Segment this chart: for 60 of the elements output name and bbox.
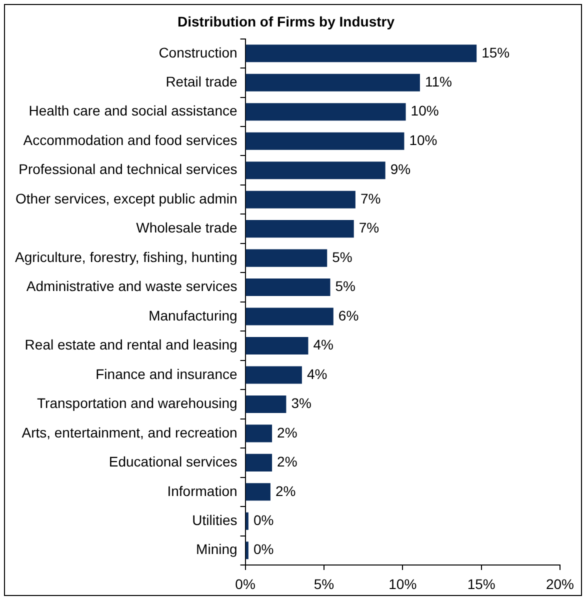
bar: [246, 308, 334, 326]
bar: [246, 162, 386, 180]
bar: [246, 74, 420, 92]
data-label: 4%: [306, 366, 328, 382]
bar: [246, 395, 286, 413]
y-tick-label: Health care and social assistance: [28, 102, 238, 119]
y-tick-label: Mining: [196, 541, 238, 558]
bar: [246, 512, 248, 530]
data-label: 5%: [335, 278, 356, 294]
data-label: 6%: [338, 307, 359, 324]
x-tick-label: 5%: [314, 576, 334, 592]
y-tick-label: Finance and insurance: [96, 366, 238, 382]
x-tick-label: 20%: [546, 576, 574, 592]
data-label: 10%: [409, 132, 438, 148]
bar: [246, 44, 477, 62]
y-tick-label: Agriculture, forestry, fishing, hunting: [14, 248, 238, 265]
data-label: 2%: [275, 482, 296, 499]
bar: [246, 278, 330, 296]
y-tick-label: Professional and technical services: [18, 161, 238, 178]
y-tick-label: Wholesale trade: [136, 220, 238, 236]
bar: [246, 132, 404, 150]
bar: [246, 190, 356, 208]
y-tick-label: Administrative and waste services: [26, 278, 238, 294]
data-label: 10%: [410, 102, 439, 119]
bar: [246, 249, 328, 267]
data-label: 4%: [313, 336, 334, 353]
y-tick-label: Construction: [158, 44, 238, 60]
y-tick-label: Information: [167, 482, 238, 499]
x-tick-label: 15%: [467, 576, 496, 592]
x-tick-label: 0%: [235, 576, 256, 592]
data-label: 7%: [358, 220, 380, 236]
y-tick-label: Utilities: [192, 512, 238, 528]
bar: [246, 424, 272, 442]
bar: [246, 336, 308, 355]
bar: [246, 542, 248, 560]
data-label: 11%: [424, 74, 452, 90]
y-tick-label: Educational services: [108, 454, 238, 470]
data-label: 9%: [390, 161, 411, 178]
data-label: 2%: [277, 454, 298, 470]
bar: [246, 483, 270, 501]
data-label: 2%: [277, 424, 298, 440]
bar: [246, 220, 354, 238]
y-tick-label: Manufacturing: [148, 307, 238, 324]
data-label: 3%: [291, 395, 312, 412]
y-tick-label: Arts, entertainment, and recreation: [22, 424, 238, 440]
y-tick-label: Transportation and warehousing: [37, 395, 238, 412]
y-tick-label: Real estate and rental and leasing: [24, 336, 238, 353]
bar: [246, 103, 406, 121]
y-tick-label: Accommodation and food services: [23, 132, 238, 148]
data-label: 0%: [253, 541, 274, 558]
data-label: 0%: [253, 512, 274, 528]
chart-title: Distribution of Firms by Industry: [177, 13, 395, 30]
bar: [246, 366, 302, 384]
data-label: 7%: [360, 190, 381, 206]
x-tick-label: 10%: [388, 576, 417, 592]
data-label: 5%: [332, 248, 352, 265]
data-label: 15%: [482, 44, 510, 60]
y-tick-label: Other services, except public admin: [16, 190, 238, 206]
bar: [246, 454, 272, 472]
y-tick-label: Retail trade: [166, 74, 238, 90]
